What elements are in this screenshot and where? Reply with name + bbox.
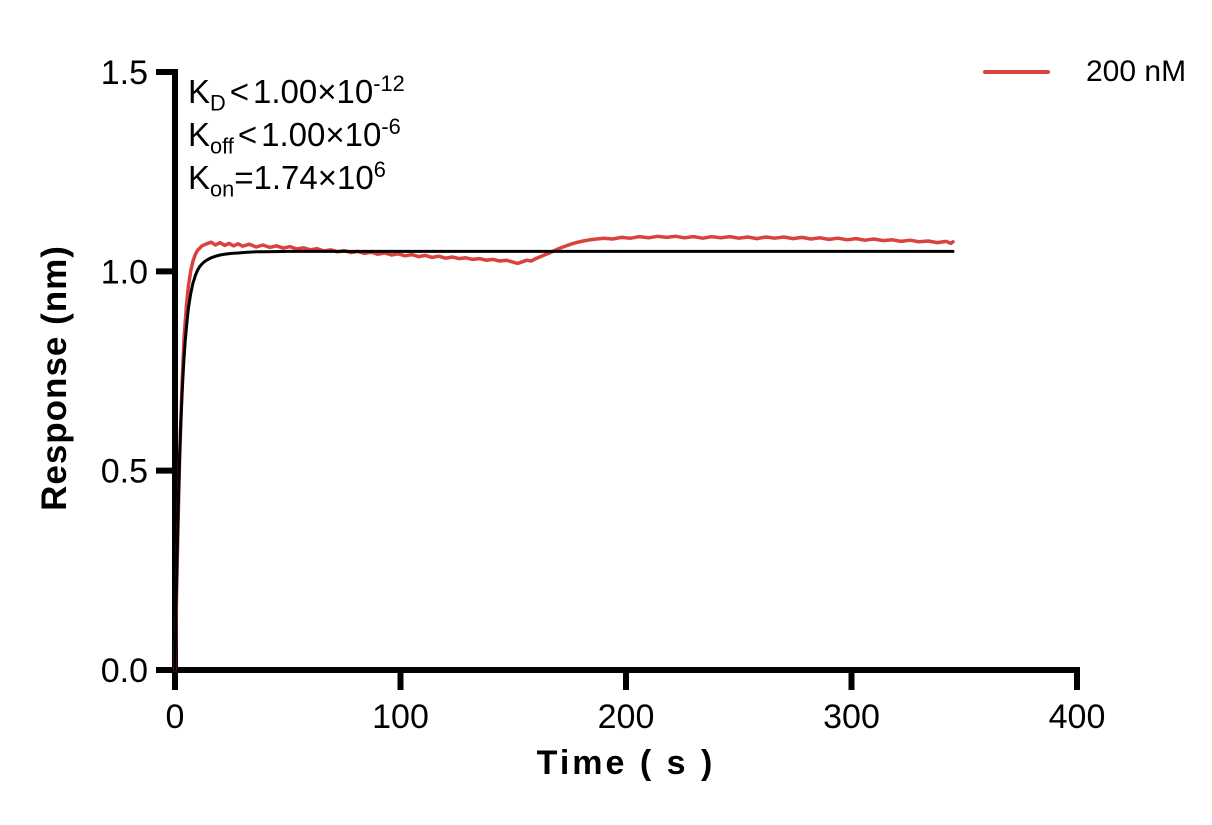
y-tick-label: 0.5 — [101, 453, 148, 491]
x-tick-label: 200 — [598, 698, 655, 736]
y-tick-label: 0.0 — [101, 652, 148, 690]
axes: 0.0 0.5 1.0 1.5 0 100 200 300 400 — [101, 54, 1106, 736]
x-axis-title: Time ( s ) — [536, 744, 716, 782]
x-tick-label: 100 — [372, 698, 429, 736]
y-axis-title: Response (nm) — [35, 245, 74, 511]
x-tick-label: 300 — [823, 698, 880, 736]
series-200-nm — [173, 234, 955, 672]
y-tick-label: 1.0 — [101, 253, 148, 291]
legend: 200 nM — [983, 55, 1187, 88]
kinetics-line: Kon=1.74×106 — [188, 157, 386, 202]
legend-label: 200 nM — [1086, 55, 1187, 88]
x-tick-label: 400 — [1049, 698, 1106, 736]
y-tick-label: 1.5 — [101, 54, 148, 92]
kinetics-annotation: KD <1.00×10-12 Koff <1.00×10-6 Kon=1.74×106 — [188, 70, 405, 202]
series-fit — [173, 249, 955, 672]
kinetics-line: KD <1.00×10-12 — [188, 71, 405, 116]
series-group — [173, 234, 955, 672]
legend-line-swatch — [983, 70, 1050, 74]
kinetics-line: Koff <1.00×10-6 — [188, 114, 401, 159]
x-tick-label: 0 — [166, 698, 185, 736]
